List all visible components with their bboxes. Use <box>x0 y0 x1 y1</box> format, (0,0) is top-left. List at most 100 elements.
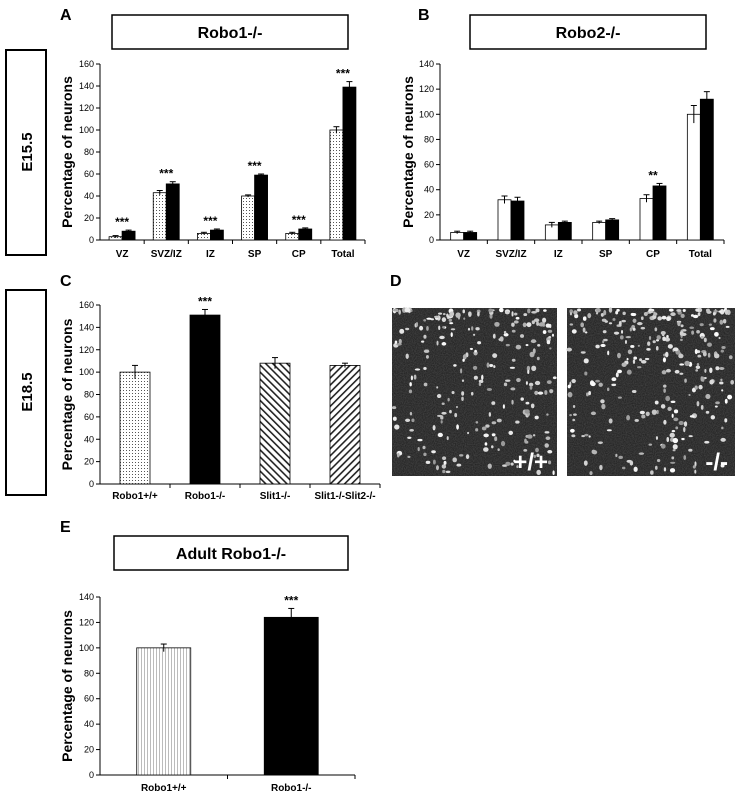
cell-nucleus <box>462 358 465 362</box>
category-label: Robo1-/- <box>185 491 226 502</box>
cell-nucleus <box>491 421 497 425</box>
cell-nucleus <box>491 445 494 449</box>
cell-nucleus <box>619 335 624 340</box>
bar <box>119 371 151 485</box>
cell-nucleus <box>391 406 397 410</box>
cell-nucleus <box>478 379 484 384</box>
stage-e155-box: E15.5 <box>5 49 47 256</box>
panel-e-title: Adult Robo1-/- <box>176 546 286 563</box>
category-label: Slit1-/- <box>260 491 291 502</box>
cell-nucleus <box>472 365 478 370</box>
y-tick-label: 0 <box>429 235 434 245</box>
cell-nucleus <box>720 349 725 353</box>
cell-nucleus <box>708 323 712 326</box>
cell-nucleus <box>409 382 412 387</box>
cell-nucleus <box>660 443 666 449</box>
cell-nucleus <box>700 376 704 382</box>
cell-nucleus <box>648 443 653 446</box>
cell-nucleus <box>450 332 453 337</box>
cell-nucleus <box>600 312 604 317</box>
cell-nucleus <box>431 450 436 454</box>
cell-nucleus <box>469 347 474 350</box>
cell-nucleus <box>532 434 536 437</box>
cell-nucleus <box>569 323 574 326</box>
cell-nucleus <box>663 388 666 393</box>
cell-nucleus <box>483 447 489 452</box>
cell-nucleus <box>706 308 711 313</box>
cell-nucleus <box>486 362 490 368</box>
cell-nucleus <box>721 389 724 392</box>
cell-nucleus <box>684 360 690 366</box>
cell-nucleus <box>595 312 599 315</box>
cell-nucleus <box>670 461 676 464</box>
micrograph-mutant: -/- <box>566 307 735 476</box>
panel-letter-d: D <box>390 273 402 290</box>
bar <box>241 195 255 241</box>
cell-nucleus <box>443 460 447 465</box>
cell-nucleus <box>633 466 638 472</box>
y-tick-label: 100 <box>419 109 434 119</box>
cell-nucleus <box>666 316 671 322</box>
cell-nucleus <box>632 318 637 323</box>
cell-nucleus <box>515 420 520 424</box>
cell-nucleus <box>525 381 528 385</box>
cell-nucleus <box>436 386 439 389</box>
cell-nucleus <box>441 464 447 469</box>
cell-nucleus <box>718 310 722 313</box>
cell-nucleus <box>435 465 439 471</box>
cell-nucleus <box>510 462 514 466</box>
cell-nucleus <box>705 393 711 400</box>
cell-nucleus <box>683 426 686 433</box>
cell-nucleus <box>489 364 494 368</box>
cell-nucleus <box>696 400 700 407</box>
cell-nucleus <box>405 353 409 359</box>
cell-nucleus <box>640 316 644 321</box>
chart-panel-a: Percentage of neurons 0 20 40 60 80 100 120 140 1… <box>59 59 366 260</box>
chart-panel-b: Percentage of neurons 0 20 40 60 80 100 120 140 V… <box>400 59 725 260</box>
cell-nucleus <box>678 353 684 359</box>
cell-nucleus <box>547 329 553 333</box>
bar <box>165 183 180 241</box>
cell-nucleus <box>632 359 636 364</box>
cell-nucleus <box>546 380 552 385</box>
cell-nucleus <box>549 347 552 350</box>
cell-nucleus <box>695 369 699 372</box>
cell-nucleus <box>615 453 618 458</box>
cell-nucleus <box>586 392 589 397</box>
cell-nucleus <box>730 379 735 385</box>
cell-nucleus <box>485 424 490 428</box>
cell-nucleus <box>646 348 651 351</box>
cell-nucleus <box>527 308 531 314</box>
cell-nucleus <box>438 312 443 315</box>
cell-nucleus <box>631 389 637 394</box>
cell-nucleus <box>679 363 685 366</box>
cell-nucleus <box>504 310 510 315</box>
cell-nucleus <box>702 351 707 357</box>
cell-nucleus <box>721 426 724 430</box>
cell-nucleus <box>718 336 721 340</box>
cell-nucleus <box>470 391 474 396</box>
y-tick-label: 80 <box>84 668 94 678</box>
chart-panel-e: Percentage of neurons 0 20 40 60 80 100 120 140 R… <box>59 592 356 794</box>
cell-nucleus <box>573 310 578 315</box>
significance-stars: *** <box>248 159 262 173</box>
cell-nucleus <box>663 467 667 472</box>
cell-nucleus <box>714 353 720 359</box>
cell-nucleus <box>691 330 695 335</box>
bar <box>259 362 291 485</box>
cell-nucleus <box>425 355 429 359</box>
cell-nucleus <box>511 358 516 362</box>
cell-nucleus <box>671 413 674 418</box>
cell-nucleus <box>672 347 679 352</box>
cell-nucleus <box>552 376 557 380</box>
cell-nucleus <box>525 401 530 405</box>
cell-nucleus <box>710 415 716 420</box>
cell-nucleus <box>573 413 577 416</box>
cell-nucleus <box>539 322 545 327</box>
micrograph-mutant-label: -/- <box>705 449 728 476</box>
category-label: Total <box>331 249 354 260</box>
cell-nucleus <box>571 329 577 334</box>
cell-nucleus <box>446 436 449 441</box>
cell-nucleus <box>463 317 466 320</box>
cell-nucleus <box>545 323 551 328</box>
